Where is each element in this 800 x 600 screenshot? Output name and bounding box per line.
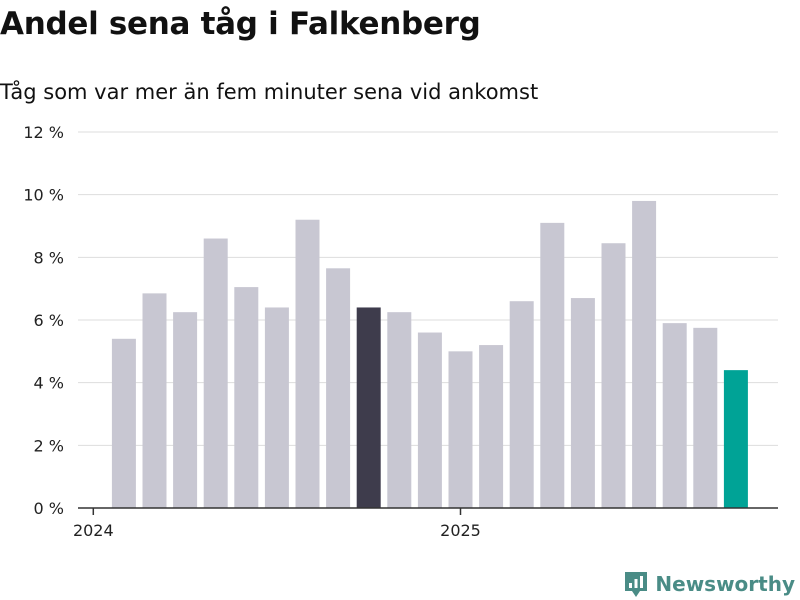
bar-chart-icon xyxy=(625,572,648,597)
bar xyxy=(540,222,565,508)
bar-chart: 0 % 2 % 4 % 6 % 8 % 10 % 12 % 2024 2025 xyxy=(23,123,778,540)
bar xyxy=(173,312,198,508)
y-axis-labels: 0 % 2 % 4 % 6 % 8 % 10 % 12 % xyxy=(23,123,64,518)
bar xyxy=(203,238,228,509)
bar xyxy=(387,312,412,508)
bar xyxy=(509,301,534,508)
x-axis xyxy=(78,507,778,515)
bar xyxy=(326,268,351,508)
bar xyxy=(295,219,320,508)
chart-subtitle: Tåg som var mer än fem minuter sena vid … xyxy=(0,80,539,104)
bar xyxy=(142,293,167,508)
y-tick-label: 4 % xyxy=(34,374,64,393)
newsworthy-logo: Newsworthy xyxy=(623,570,795,598)
brand-name: Newsworthy xyxy=(655,572,795,596)
y-tick-label: 10 % xyxy=(23,186,64,205)
bar xyxy=(111,338,136,508)
y-tick-label: 8 % xyxy=(34,248,64,267)
bar xyxy=(264,307,289,508)
bar xyxy=(234,287,259,508)
bar xyxy=(601,243,626,508)
y-tick-label: 2 % xyxy=(34,436,64,455)
bar xyxy=(448,351,473,508)
x-tick-label: 2024 xyxy=(73,521,114,540)
y-tick-label: 6 % xyxy=(34,311,64,330)
bar xyxy=(693,327,718,508)
bar xyxy=(417,332,442,508)
y-tick-label: 12 % xyxy=(23,123,64,142)
x-axis-labels: 2024 2025 xyxy=(73,521,481,540)
bar xyxy=(662,323,687,508)
y-tick-label: 0 % xyxy=(34,499,64,518)
bars xyxy=(111,200,748,509)
bar xyxy=(570,298,595,508)
bar xyxy=(356,307,381,508)
chart-title: Andel sena tåg i Falkenberg xyxy=(0,6,481,42)
x-tick-label: 2025 xyxy=(440,521,481,540)
bar xyxy=(632,200,657,508)
bar xyxy=(479,345,504,508)
bar xyxy=(723,370,748,508)
